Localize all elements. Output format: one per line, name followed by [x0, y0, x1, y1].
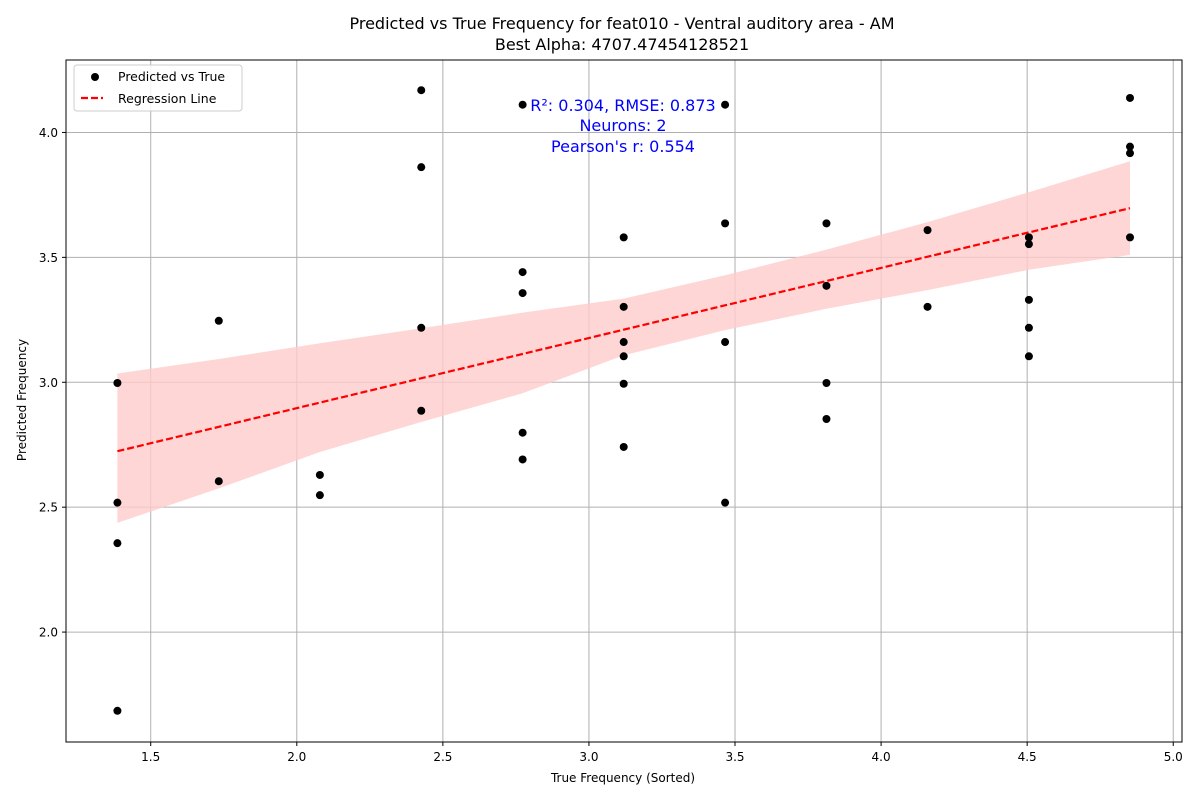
x-tick-label: 2.5: [433, 750, 452, 764]
scatter-point: [315, 491, 324, 500]
scatter-point: [417, 163, 426, 172]
plot-frame: [65, 59, 1183, 743]
stats-annotation: R²: 0.304, RMSE: 0.873 Neurons: 2 Pearso…: [530, 96, 715, 156]
x-tick-label: 1.5: [141, 750, 160, 764]
legend-label-points: Predicted vs True: [118, 69, 225, 84]
scatter-point: [1125, 142, 1134, 151]
scatter-point: [417, 323, 426, 332]
scatter-point: [518, 289, 527, 298]
scatter-points: [113, 86, 1134, 715]
scatter-point: [822, 281, 831, 290]
scatter-point: [518, 428, 527, 437]
scatter-point: [1024, 323, 1033, 332]
scatter-point: [619, 302, 628, 311]
scatter-point: [1024, 352, 1033, 361]
scatter-point: [721, 338, 730, 347]
scatter-point: [619, 233, 628, 242]
scatter-point: [1024, 240, 1033, 249]
x-tick-label: 2.0: [287, 750, 306, 764]
scatter-point: [619, 379, 628, 388]
scatter-point: [518, 455, 527, 464]
scatter-point: [417, 86, 426, 95]
scatter-point: [619, 352, 628, 361]
legend-box: [73, 64, 243, 112]
chart-subtitle: Best Alpha: 4707.47454128521: [495, 35, 749, 54]
y-tick-label: 2.5: [39, 501, 58, 515]
scatter-point: [214, 477, 223, 486]
scatter-point: [822, 414, 831, 423]
scatter-point: [1125, 93, 1134, 102]
y-tick-label: 4.0: [39, 126, 58, 140]
scatter-point: [619, 442, 628, 451]
legend-label-regression: Regression Line: [118, 91, 217, 106]
legend-marker-points: [91, 73, 99, 81]
x-tick-label: 5.0: [1164, 750, 1183, 764]
scatter-point: [923, 302, 932, 311]
scatter-point: [1024, 233, 1033, 242]
scatter-point: [721, 100, 730, 109]
y-tick-label: 2.0: [39, 626, 58, 640]
scatter-point: [1024, 295, 1033, 304]
scatter-point: [923, 226, 932, 235]
scatter-point: [113, 539, 122, 548]
x-axis-label: True Frequency (Sorted): [550, 771, 695, 785]
stats-neurons: Neurons: 2: [579, 116, 666, 135]
y-tick-label: 3.5: [39, 251, 58, 265]
x-tick-label: 3.0: [579, 750, 598, 764]
scatter-point: [721, 219, 730, 228]
regression-line-layer: [117, 207, 1131, 453]
legend: Predicted vs True Regression Line: [73, 64, 243, 112]
y-axis-label: Predicted Frequency: [15, 339, 29, 461]
y-tick-label: 3.0: [39, 376, 58, 390]
stats-pearson: Pearson's r: 0.554: [551, 137, 695, 156]
scatter-point: [315, 470, 324, 479]
scatter-point: [417, 406, 426, 415]
x-tick-label: 3.5: [725, 750, 744, 764]
x-tick-label: 4.5: [1018, 750, 1037, 764]
scatter-point: [822, 379, 831, 388]
scatter-point: [721, 498, 730, 507]
regression-line: [117, 207, 1131, 453]
scatter-point: [619, 338, 628, 347]
scatter-point: [822, 219, 831, 228]
scatter-point: [113, 379, 122, 388]
scatter-point: [113, 498, 122, 507]
scatter-point: [1125, 233, 1134, 242]
scatter-point: [518, 268, 527, 277]
y-axis-ticks: 2.0 2.5 3.0 3.5 4.0: [39, 126, 66, 640]
stats-r2-rmse: R²: 0.304, RMSE: 0.873: [530, 96, 715, 115]
scatter-point: [518, 100, 527, 109]
chart-title: Predicted vs True Frequency for feat010 …: [349, 14, 894, 33]
scatter-point: [214, 316, 223, 325]
scatter-point: [113, 706, 122, 715]
x-tick-label: 4.0: [872, 750, 891, 764]
scatter-point: [1125, 149, 1134, 158]
x-axis-ticks: 1.5 2.0 2.5 3.0 3.5 4.0 4.5 5.0: [141, 742, 1183, 764]
